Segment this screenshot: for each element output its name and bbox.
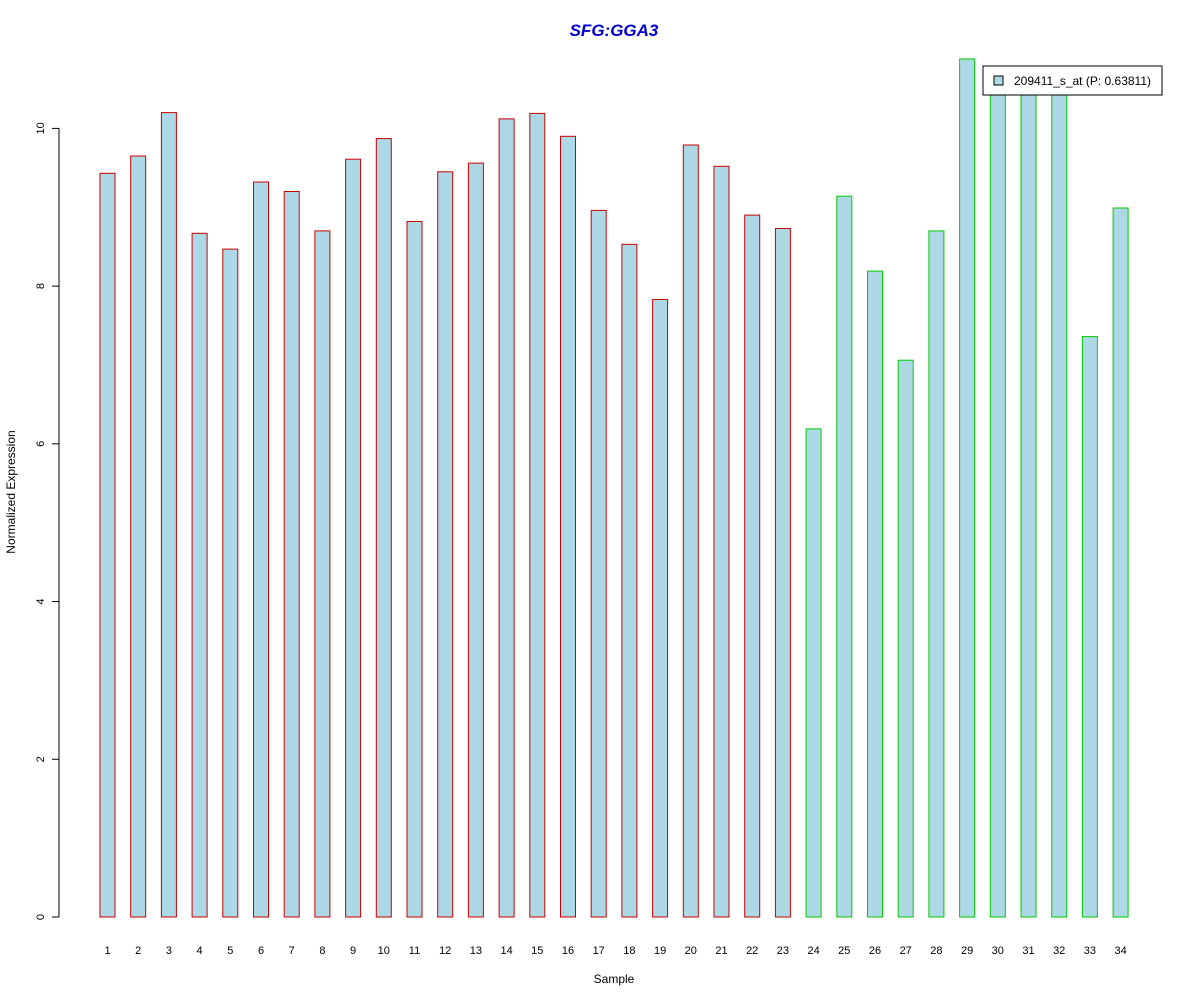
x-tick-labels: 1 2 3 4 5 6 7 8 9 10 11 12 13 14 15 16 17 18 19 20 21 22 23 24 2… bbox=[104, 945, 1126, 957]
x-tick-label: 30 bbox=[992, 945, 1004, 957]
legend-label: 209411_s_at (P: 0.63811) bbox=[1014, 74, 1151, 88]
bar bbox=[467, 162, 484, 918]
y-axis: 0 2 4 6 8 10 bbox=[35, 122, 60, 920]
x-tick-label: 5 bbox=[227, 945, 233, 957]
x-tick-label: 18 bbox=[623, 945, 635, 957]
y-tick-label: 6 bbox=[35, 441, 47, 447]
bar bbox=[406, 221, 423, 918]
bar bbox=[191, 232, 208, 918]
x-tick-label: 17 bbox=[593, 945, 605, 957]
x-tick-label: 25 bbox=[838, 945, 850, 957]
x-tick-label: 10 bbox=[378, 945, 390, 957]
x-tick-label: 24 bbox=[807, 945, 819, 957]
x-tick-label: 26 bbox=[869, 945, 881, 957]
x-tick-label: 28 bbox=[930, 945, 942, 957]
x-tick-label: 33 bbox=[1084, 945, 1096, 957]
legend: 209411_s_at (P: 0.63811) bbox=[982, 65, 1163, 96]
bar bbox=[498, 118, 515, 918]
bar bbox=[590, 209, 607, 918]
x-tick-label: 22 bbox=[746, 945, 758, 957]
x-tick-label: 29 bbox=[961, 945, 973, 957]
y-axis-label: Normalized Expression bbox=[4, 430, 18, 553]
bar bbox=[744, 214, 761, 918]
x-tick-label: 27 bbox=[900, 945, 912, 957]
x-tick-label: 16 bbox=[562, 945, 574, 957]
bar bbox=[345, 158, 362, 918]
x-tick-label: 3 bbox=[166, 945, 172, 957]
legend-box bbox=[982, 65, 1163, 96]
bar bbox=[836, 195, 853, 918]
y-tick-label: 4 bbox=[35, 598, 47, 604]
bar bbox=[621, 243, 638, 918]
bar bbox=[283, 191, 300, 918]
bar bbox=[1020, 80, 1037, 918]
bar bbox=[375, 138, 392, 918]
bar bbox=[160, 112, 177, 918]
y-tick-label: 2 bbox=[35, 756, 47, 762]
x-tick-label: 23 bbox=[777, 945, 789, 957]
x-tick-label: 32 bbox=[1053, 945, 1065, 957]
y-tick-label: 8 bbox=[35, 283, 47, 289]
bar bbox=[1112, 207, 1129, 918]
bar bbox=[253, 181, 269, 918]
x-tick-label: 13 bbox=[470, 945, 482, 957]
bar bbox=[1051, 80, 1068, 918]
bar bbox=[529, 112, 546, 918]
x-axis-label: Sample bbox=[594, 972, 635, 986]
x-tick-label: 8 bbox=[319, 945, 325, 957]
chart-title: SFG:GGA3 bbox=[570, 21, 659, 40]
bar bbox=[805, 428, 822, 918]
x-tick-label: 7 bbox=[289, 945, 295, 957]
x-tick-label: 15 bbox=[531, 945, 543, 957]
bar bbox=[713, 165, 730, 918]
bar bbox=[652, 299, 669, 918]
bar bbox=[560, 135, 576, 918]
bars-group bbox=[99, 58, 1129, 918]
bar bbox=[897, 359, 914, 918]
bar bbox=[928, 230, 945, 918]
x-tick-label: 4 bbox=[197, 945, 203, 957]
bar bbox=[314, 230, 331, 918]
x-tick-label: 12 bbox=[439, 945, 451, 957]
x-tick-label: 34 bbox=[1114, 945, 1126, 957]
x-tick-label: 11 bbox=[409, 945, 420, 957]
y-tick-label: 10 bbox=[35, 122, 47, 134]
x-tick-label: 21 bbox=[715, 945, 727, 957]
bar bbox=[99, 172, 116, 918]
bar bbox=[867, 270, 883, 918]
x-tick-label: 20 bbox=[685, 945, 697, 957]
x-tick-label: 9 bbox=[350, 945, 356, 957]
bar bbox=[437, 171, 454, 918]
bar bbox=[222, 248, 239, 918]
x-tick-label: 14 bbox=[500, 945, 512, 957]
x-tick-label: 31 bbox=[1022, 945, 1034, 957]
legend-swatch bbox=[993, 75, 1004, 86]
x-tick-label: 19 bbox=[654, 945, 666, 957]
x-tick-label: 6 bbox=[258, 945, 264, 957]
bar bbox=[1081, 336, 1098, 918]
bar bbox=[682, 144, 699, 918]
bar bbox=[959, 58, 976, 918]
x-tick-label: 2 bbox=[135, 945, 141, 957]
y-tick-label: 0 bbox=[35, 914, 47, 920]
x-tick-label: 1 bbox=[104, 945, 110, 957]
bar bbox=[989, 80, 1006, 918]
bar bbox=[130, 155, 147, 918]
bar bbox=[774, 228, 791, 918]
